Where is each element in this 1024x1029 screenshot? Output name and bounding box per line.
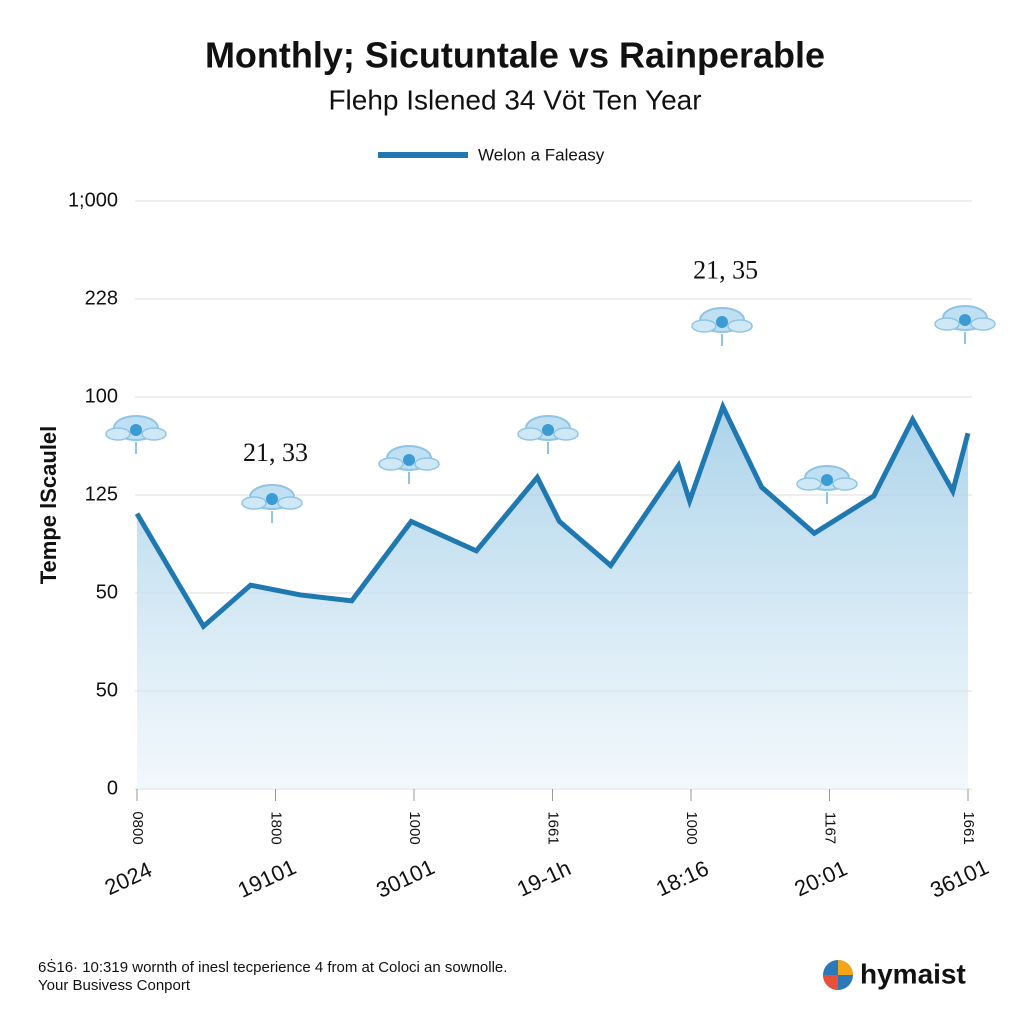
- y-tick-label: 228: [85, 287, 118, 309]
- x-tick-label: 1800: [268, 811, 285, 844]
- x-tick-label: 1167: [822, 812, 839, 844]
- x-tick-label: 1661: [545, 811, 562, 844]
- y-tick-label: 50: [96, 679, 118, 701]
- weather-icons: [105, 305, 996, 524]
- x-tick-label: 1000: [406, 811, 423, 844]
- footer-note: Your Busivess Conport: [38, 977, 191, 994]
- y-tick-label: 50: [96, 581, 118, 603]
- x-tick-sublabel: 30101: [372, 854, 438, 903]
- brand-name: hymaist: [860, 958, 966, 989]
- area: [137, 406, 968, 789]
- x-tick-sublabel: 18:16: [652, 856, 712, 902]
- y-tick-label: 100: [85, 385, 118, 407]
- brand-logo: [823, 960, 853, 990]
- x-tick-sublabel: 2024: [101, 857, 156, 900]
- y-tick-label: 125: [85, 483, 118, 505]
- annotation: 21, 35: [693, 256, 758, 285]
- legend-label: Welon a Faleasy: [478, 145, 605, 164]
- y-tick-label: 1;000: [68, 189, 118, 211]
- x-tick-sublabel: 20:01: [791, 856, 851, 902]
- x-tick-label: 0800: [129, 811, 146, 844]
- x-tick-label: 1000: [683, 811, 700, 844]
- chart-subtitle: Flehp Islened 34 Vöt Ten Year: [328, 84, 701, 115]
- x-tick-sublabel: 19-1h: [513, 855, 575, 901]
- annotation: 21, 33: [243, 438, 308, 467]
- x-tick-label: 1661: [960, 811, 977, 844]
- chart-title: Monthly; Sicutuntale vs Rainperable: [205, 35, 825, 76]
- x-tick-sublabel: 36101: [926, 854, 992, 903]
- y-axis-title: Tempe lScaulel: [36, 426, 61, 585]
- line: [134, 400, 971, 631]
- footer-note: 6Ṡ16· 10:319 wornth of inesl tecperience…: [38, 958, 507, 976]
- x-tick-sublabel: 19101: [234, 854, 300, 903]
- y-tick-label: 0: [107, 777, 118, 799]
